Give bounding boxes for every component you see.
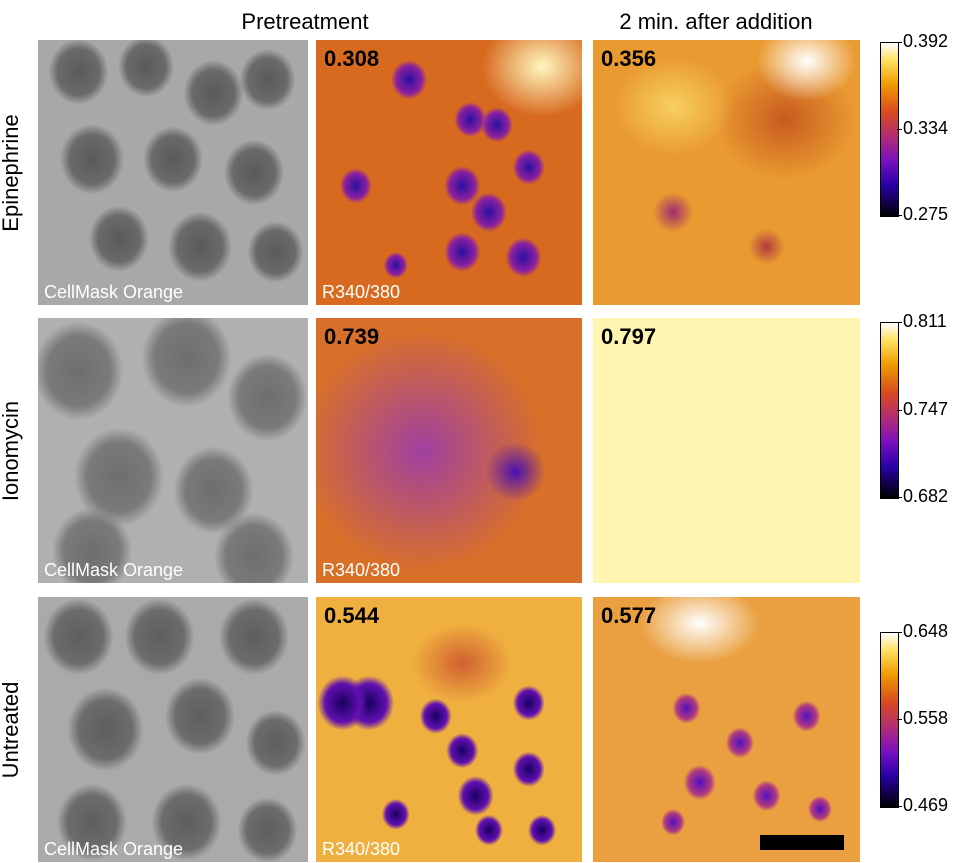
row-label: Epinephrine	[0, 40, 24, 306]
column-header: Pretreatment	[155, 9, 455, 35]
ratio-value: 0.739	[324, 324, 379, 350]
colorbar	[880, 632, 899, 808]
colorbar-tick	[897, 129, 902, 130]
colorbar-label: 0.469	[903, 795, 948, 816]
scale-bar	[760, 835, 844, 850]
image-label: CellMask Orange	[44, 282, 183, 303]
ratio-image: 0.577	[593, 597, 860, 862]
colorbar-label: 0.334	[903, 118, 948, 139]
ratio-value: 0.544	[324, 603, 379, 629]
ratio-image: 0.356	[593, 40, 860, 305]
colorbar-tick	[897, 632, 902, 633]
image-label: CellMask Orange	[44, 560, 183, 581]
grayscale-image: CellMask Orange	[38, 318, 308, 583]
colorbar-tick	[897, 322, 902, 323]
colorbar-tick	[897, 215, 902, 216]
ratio-value: 0.356	[601, 46, 656, 72]
column-header: 2 min. after addition	[566, 9, 866, 35]
colorbar-label: 0.392	[903, 31, 948, 52]
ratio-image: 0.797	[593, 318, 860, 583]
image-label: R340/380	[322, 839, 400, 860]
grayscale-image: CellMask Orange	[38, 40, 308, 305]
image-label: R340/380	[322, 560, 400, 581]
ratio-value: 0.797	[601, 324, 656, 350]
colorbar-label: 0.682	[903, 486, 948, 507]
ratio-value: 0.577	[601, 603, 656, 629]
colorbar	[880, 322, 899, 499]
colorbar-tick	[897, 497, 902, 498]
colorbar-tick	[897, 42, 902, 43]
colorbar-label: 0.558	[903, 708, 948, 729]
ratio-image: 0.739 R340/380	[316, 318, 582, 583]
colorbar-tick	[897, 806, 902, 807]
colorbar-label: 0.648	[903, 621, 948, 642]
ratio-value: 0.308	[324, 46, 379, 72]
figure: Pretreatment 2 min. after addition Epine…	[0, 0, 970, 860]
image-label: CellMask Orange	[44, 839, 183, 860]
colorbar-tick	[897, 719, 902, 720]
colorbar-label: 0.811	[903, 311, 947, 332]
grayscale-image: CellMask Orange	[38, 597, 308, 862]
colorbar-label: 0.747	[903, 399, 948, 420]
colorbar-tick	[897, 410, 902, 411]
colorbar-label: 0.275	[903, 204, 948, 225]
ratio-image: 0.544 R340/380	[316, 597, 582, 862]
ratio-image: 0.308 R340/380	[316, 40, 582, 305]
image-label: R340/380	[322, 282, 400, 303]
row-label: Ionomycin	[0, 318, 24, 584]
row-label: Untreated	[0, 597, 24, 863]
colorbar	[880, 42, 899, 217]
